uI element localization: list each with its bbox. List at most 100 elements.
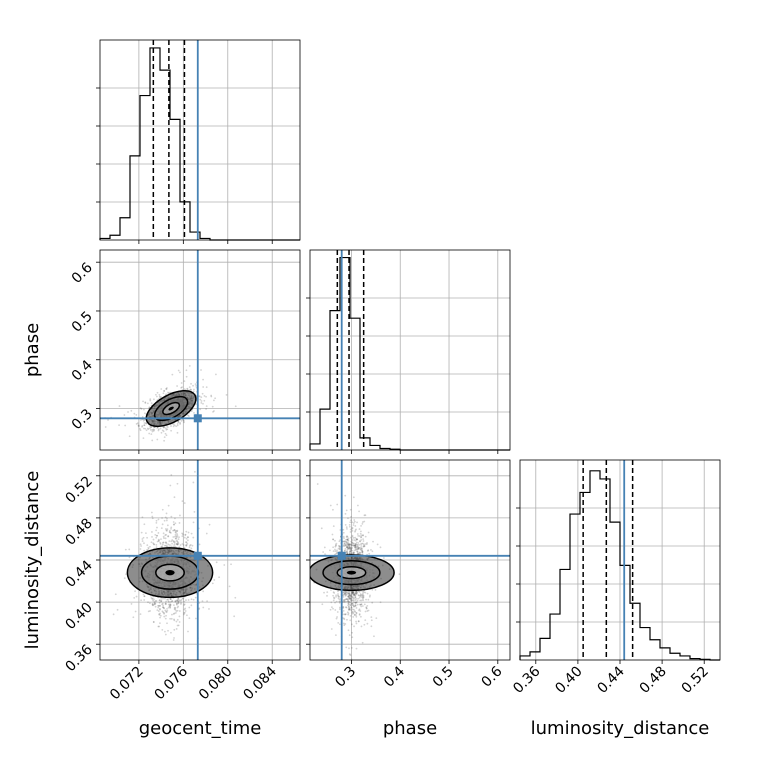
scatter-phase-vs-luminosity-distance-point (359, 593, 362, 595)
scatter-phase-vs-luminosity-distance-point (342, 617, 345, 620)
scatter-geocent-time-vs-luminosity-distance-point (230, 563, 232, 566)
scatter-geocent-time-vs-luminosity-distance-point (167, 600, 170, 603)
scatter-geocent-time-vs-luminosity-distance-point (206, 600, 208, 602)
scatter-geocent-time-vs-phase-point (142, 419, 145, 422)
scatter-geocent-time-vs-luminosity-distance-point (181, 533, 184, 536)
scatter-phase-vs-luminosity-distance-point (351, 602, 354, 605)
scatter-phase-vs-luminosity-distance-point (360, 539, 363, 541)
scatter-geocent-time-vs-luminosity-distance-point (134, 610, 137, 613)
scatter-phase-vs-luminosity-distance-point (351, 597, 354, 599)
scatter-geocent-time-vs-luminosity-distance-point (176, 599, 179, 602)
scatter-phase-vs-luminosity-distance-point (348, 546, 351, 549)
scatter-phase-vs-luminosity-distance-point (351, 602, 353, 605)
scatter-phase-vs-luminosity-distance-point (334, 545, 337, 548)
scatter-geocent-time-vs-luminosity-distance-point (176, 535, 179, 537)
scatter-geocent-time-vs-luminosity-distance-point (159, 622, 161, 625)
scatter-geocent-time-vs-phase-point (148, 406, 151, 409)
scatter-geocent-time-vs-luminosity-distance-point (140, 545, 143, 547)
scatter-phase-vs-luminosity-distance-point (349, 536, 352, 539)
hist-luminosity-distance-panel: 0.36 0.40 0.44 0.48 0.52 (510, 459, 721, 697)
scatter-geocent-time-vs-luminosity-distance-point (163, 607, 165, 609)
scatter-geocent-time-vs-luminosity-distance-point (146, 544, 149, 547)
scatter-phase-vs-luminosity-distance-point (334, 609, 337, 611)
scatter-phase-vs-luminosity-distance-point (362, 540, 365, 542)
scatter-phase-vs-luminosity-distance-point (352, 542, 354, 545)
scatter-phase-vs-luminosity-distance-point (354, 591, 357, 593)
scatter-geocent-time-vs-luminosity-distance-xtick-label-2: 0.080 (196, 664, 236, 704)
scatter-phase-vs-luminosity-distance-point (349, 548, 352, 551)
scatter-geocent-time-vs-luminosity-distance-point (132, 616, 135, 619)
scatter-geocent-time-vs-luminosity-distance-point (162, 541, 164, 544)
scatter-phase-vs-luminosity-distance-point (332, 599, 335, 602)
scatter-geocent-time-vs-luminosity-distance-point (161, 523, 164, 526)
scatter-phase-vs-luminosity-distance-point (350, 540, 353, 543)
scatter-geocent-time-vs-luminosity-distance-point (193, 510, 196, 513)
scatter-geocent-time-vs-luminosity-distance-point (160, 599, 163, 602)
scatter-geocent-time-vs-phase-point (144, 412, 146, 415)
scatter-phase-vs-luminosity-distance-point (346, 618, 348, 621)
scatter-phase-vs-luminosity-distance-point (355, 591, 358, 594)
scatter-geocent-time-vs-phase-point (186, 388, 189, 391)
scatter-phase-vs-luminosity-distance-point (342, 606, 345, 608)
scatter-geocent-time-vs-luminosity-distance-point (175, 628, 178, 630)
scatter-geocent-time-vs-phase-point (200, 369, 202, 371)
scatter-geocent-time-vs-phase-panel: 0.3 0.4 0.5 0.6 (69, 249, 301, 454)
scatter-geocent-time-vs-luminosity-distance-point (147, 547, 150, 550)
scatter-phase-vs-luminosity-distance-point (355, 592, 357, 595)
scatter-phase-vs-luminosity-distance-point (347, 606, 350, 609)
scatter-geocent-time-vs-luminosity-distance-point (191, 544, 194, 547)
scatter-geocent-time-vs-phase-point (144, 402, 147, 404)
scatter-phase-vs-luminosity-distance-point (352, 596, 354, 599)
scatter-phase-vs-luminosity-distance-point (362, 534, 364, 537)
scatter-phase-vs-luminosity-distance-point (335, 600, 338, 603)
scatter-geocent-time-vs-luminosity-distance-point (156, 609, 159, 612)
scatter-phase-vs-luminosity-distance-xtick-label-1: 0.4 (381, 663, 408, 690)
scatter-geocent-time-vs-phase-point (163, 390, 165, 393)
scatter-geocent-time-vs-luminosity-distance-point (175, 602, 178, 605)
scatter-phase-vs-luminosity-distance-truth-marker (337, 551, 346, 560)
scatter-geocent-time-vs-phase-point (137, 425, 140, 428)
scatter-geocent-time-vs-luminosity-distance-point (173, 619, 176, 622)
scatter-phase-vs-luminosity-distance-xtick-label-2: 0.5 (430, 664, 457, 691)
scatter-geocent-time-vs-luminosity-distance-point (174, 529, 177, 532)
scatter-geocent-time-vs-luminosity-distance-point (174, 599, 177, 602)
scatter-phase-vs-luminosity-distance-point (358, 543, 360, 546)
scatter-phase-vs-luminosity-distance-point (349, 548, 352, 551)
scatter-phase-vs-luminosity-distance-point (355, 614, 357, 616)
scatter-phase-vs-luminosity-distance-point (362, 592, 364, 595)
scatter-phase-vs-luminosity-distance-point (351, 529, 354, 532)
scatter-phase-vs-luminosity-distance-point (345, 526, 348, 529)
scatter-phase-vs-luminosity-distance-point (348, 547, 351, 550)
scatter-geocent-time-vs-luminosity-distance-point (170, 540, 173, 543)
scatter-geocent-time-vs-luminosity-distance-point (158, 613, 161, 616)
scatter-geocent-time-vs-phase-point (139, 429, 142, 432)
scatter-phase-vs-luminosity-distance-point (343, 542, 346, 545)
scatter-geocent-time-vs-luminosity-distance-point (176, 540, 179, 543)
scatter-phase-vs-luminosity-distance-point (356, 544, 359, 546)
scatter-geocent-time-vs-luminosity-distance-point (141, 538, 144, 540)
scatter-phase-vs-luminosity-distance-point (356, 550, 359, 553)
scatter-phase-vs-luminosity-distance-point (355, 612, 358, 615)
scatter-phase-vs-luminosity-distance-point (351, 610, 354, 613)
scatter-geocent-time-vs-luminosity-distance-point (152, 543, 155, 546)
scatter-geocent-time-vs-luminosity-distance-point (187, 536, 190, 539)
scatter-geocent-time-vs-phase-point (198, 395, 201, 398)
hist-phase-panel (306, 249, 511, 454)
scatter-phase-vs-luminosity-distance-point (349, 543, 352, 546)
scatter-phase-vs-luminosity-distance-point (355, 601, 358, 604)
scatter-geocent-time-vs-luminosity-distance-point (157, 625, 160, 628)
scatter-phase-vs-luminosity-distance-point (339, 539, 342, 541)
scatter-phase-vs-luminosity-distance-point (348, 593, 351, 596)
scatter-phase-vs-luminosity-distance-point (345, 592, 347, 595)
scatter-geocent-time-vs-phase-point (203, 399, 206, 402)
scatter-phase-vs-luminosity-distance-point (346, 551, 349, 554)
scatter-geocent-time-vs-luminosity-distance-point (173, 529, 176, 531)
scatter-phase-vs-luminosity-distance-point (350, 547, 353, 550)
scatter-phase-vs-luminosity-distance-point (347, 595, 349, 598)
scatter-geocent-time-vs-phase-point (162, 392, 165, 395)
scatter-geocent-time-vs-phase-point (151, 439, 154, 442)
scatter-geocent-time-vs-luminosity-distance-point (185, 543, 188, 546)
scatter-geocent-time-vs-luminosity-distance-point (173, 543, 176, 546)
scatter-geocent-time-vs-luminosity-distance-point (165, 545, 168, 548)
scatter-phase-vs-luminosity-distance-point (348, 597, 351, 600)
